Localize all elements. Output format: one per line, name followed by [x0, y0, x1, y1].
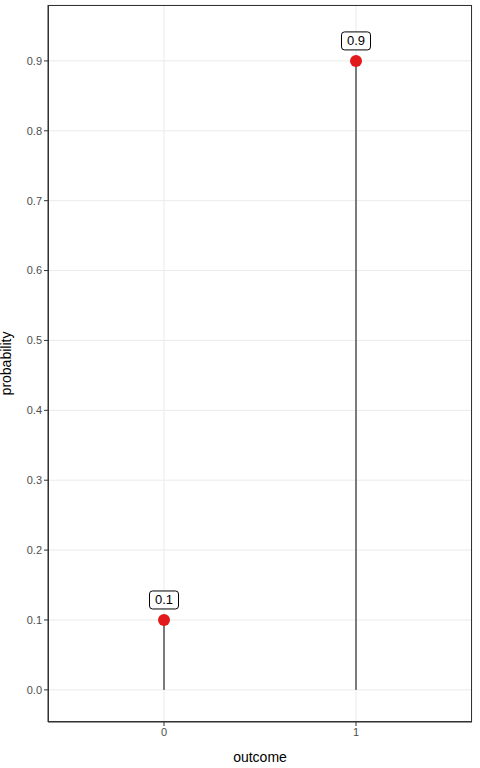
svg-text:0.9: 0.9 — [27, 55, 42, 67]
svg-text:0.4: 0.4 — [27, 404, 42, 416]
svg-text:0.1: 0.1 — [155, 592, 173, 607]
svg-text:1: 1 — [353, 726, 359, 738]
svg-text:outcome: outcome — [233, 749, 287, 765]
svg-text:0.2: 0.2 — [27, 544, 42, 556]
svg-text:0.1: 0.1 — [27, 614, 42, 626]
svg-text:0.8: 0.8 — [27, 125, 42, 137]
svg-text:probability: probability — [8, 332, 14, 396]
svg-text:0.7: 0.7 — [27, 195, 42, 207]
svg-text:0.9: 0.9 — [347, 33, 365, 48]
svg-text:0.3: 0.3 — [27, 474, 42, 486]
svg-text:0.5: 0.5 — [27, 334, 42, 346]
svg-text:0: 0 — [161, 726, 167, 738]
svg-text:0.0: 0.0 — [27, 684, 42, 696]
svg-text:0.6: 0.6 — [27, 264, 42, 276]
